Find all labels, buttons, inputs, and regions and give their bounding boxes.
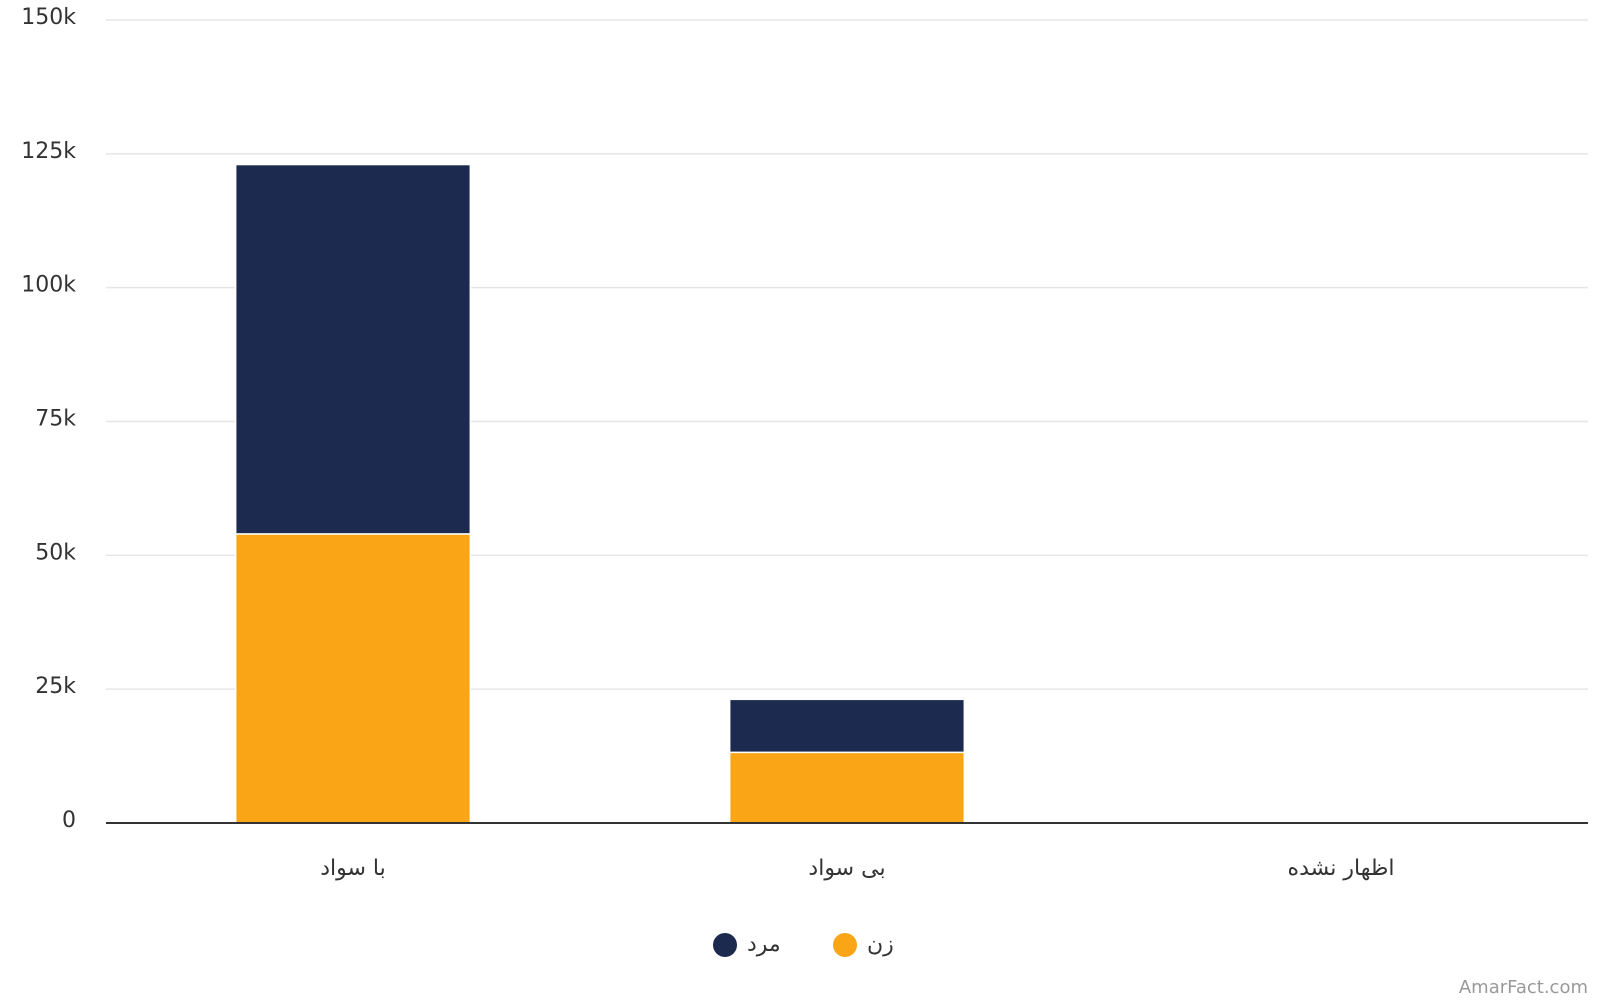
bar-segment: [234, 533, 472, 824]
bar-segment: [728, 698, 966, 754]
x-tick-label: اظهار نشده: [1288, 856, 1395, 881]
y-tick-label: 75k: [35, 407, 76, 432]
legend-label: مرد: [747, 932, 781, 957]
y-tick-label: 0: [62, 808, 76, 833]
y-tick-label: 50k: [35, 540, 76, 565]
legend-swatch: [833, 933, 857, 957]
x-tick-label: با سواد: [320, 856, 386, 881]
y-tick-label: 125k: [21, 139, 76, 164]
legend-swatch: [713, 933, 737, 957]
x-tick-label: بی سواد: [808, 856, 885, 881]
y-tick-label: 150k: [21, 5, 76, 30]
bar-segment: [728, 751, 966, 824]
y-tick-label: 100k: [21, 273, 76, 298]
watermark: AmarFact.com: [1459, 977, 1588, 998]
legend-label: زن: [867, 932, 894, 957]
y-tick-label: 25k: [35, 674, 76, 699]
bar-segment: [234, 163, 472, 535]
